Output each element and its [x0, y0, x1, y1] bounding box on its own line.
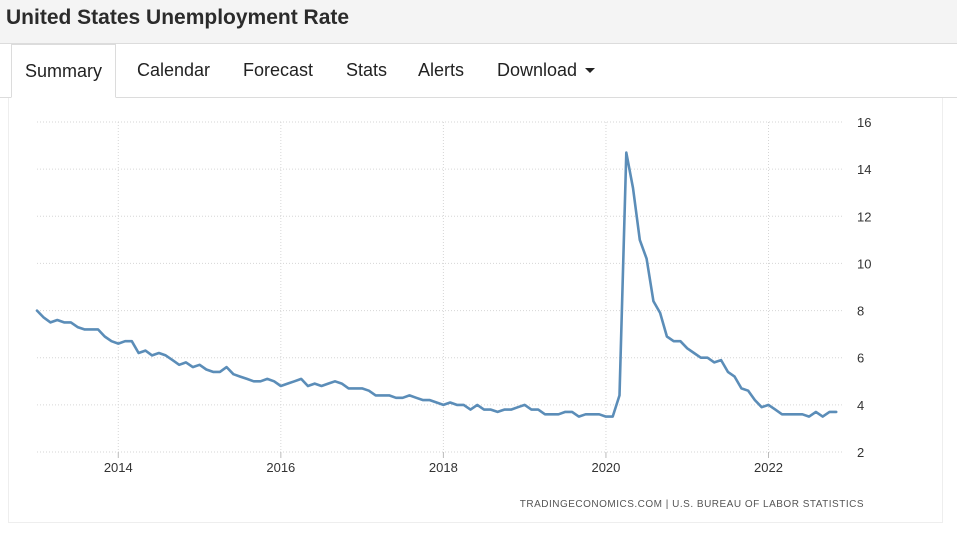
tab-summary[interactable]: Summary [11, 44, 117, 98]
tab-alerts[interactable]: Alerts [418, 60, 465, 80]
tab-forecast[interactable]: Forecast [243, 60, 314, 80]
tab-bar: Summary Calendar Forecast Stats Alerts D… [0, 44, 957, 98]
x-tick-label: 2018 [429, 460, 458, 475]
unemployment-series-line [35, 151, 838, 418]
y-tick-label: 2 [857, 445, 864, 460]
x-tick-label: 2014 [104, 460, 133, 475]
y-tick-label: 6 [857, 351, 864, 366]
title-bar: United States Unemployment Rate [0, 0, 957, 44]
caret-down-icon [585, 67, 596, 73]
y-tick-label: 8 [857, 304, 864, 319]
chart-panel: 2014 2016 2018 2020 2022 2 4 6 8 10 12 14 16 TRADIN… [8, 98, 943, 523]
x-tick-label: 2016 [266, 460, 295, 475]
x-tick-label: 2020 [591, 460, 620, 475]
y-tick-label: 16 [857, 115, 871, 130]
y-tick-label: 4 [857, 398, 864, 413]
y-tick-label: 10 [857, 256, 871, 271]
unemployment-chart: 2014 2016 2018 2020 2022 2 4 6 8 10 12 14 16 TRADIN… [35, 115, 871, 510]
tab-calendar[interactable]: Calendar [137, 60, 211, 80]
page-title: United States Unemployment Rate [6, 6, 350, 29]
tab-download-label: Download [497, 60, 578, 80]
x-tick-label: 2022 [754, 460, 783, 475]
y-tick-label: 12 [857, 209, 871, 224]
tab-stats[interactable]: Stats [346, 60, 388, 80]
source-credit: TRADINGECONOMICS.COM | U.S. BUREAU OF LA… [520, 499, 864, 510]
tab-download[interactable]: Download [497, 44, 596, 98]
y-tick-label: 14 [857, 162, 871, 177]
